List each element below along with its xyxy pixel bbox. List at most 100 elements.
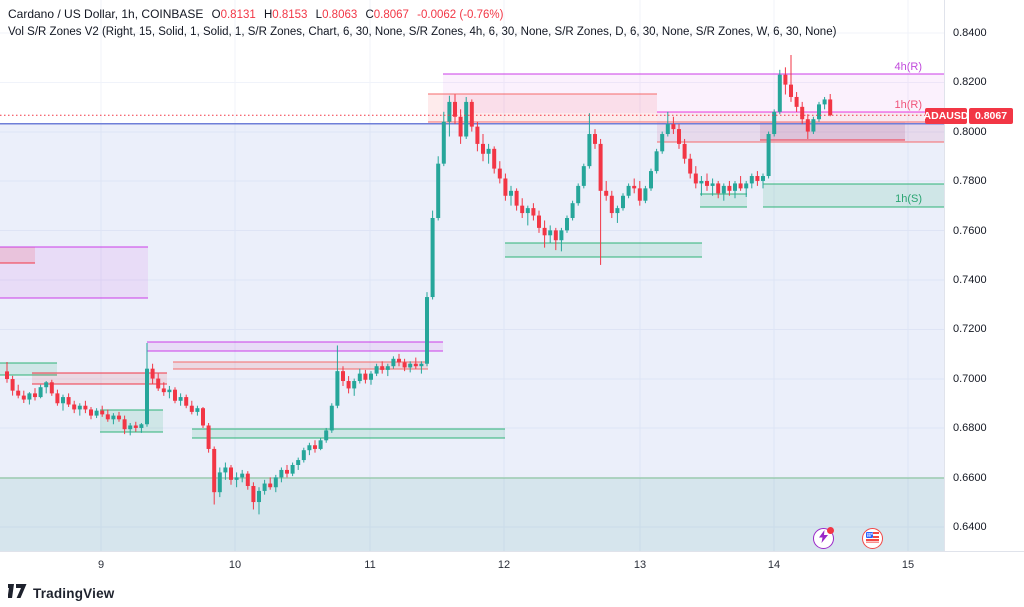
candle-body — [178, 397, 183, 401]
candle-body — [537, 215, 541, 228]
candle-body — [615, 208, 620, 214]
zone-magenta-band-mid — [147, 341, 443, 352]
candle-body — [682, 143, 687, 159]
zone-zone-1h-support — [763, 183, 944, 207]
candle-body — [301, 450, 306, 461]
lightning-icon — [818, 529, 829, 548]
candle-body — [83, 405, 88, 410]
candle-body — [61, 397, 65, 404]
candle-body — [677, 129, 681, 144]
candle-body — [609, 195, 614, 214]
candle-body — [257, 490, 261, 503]
time-tick-label: 12 — [497, 559, 511, 571]
price-axis[interactable]: 0.8400 0.8200 0.8000 0.7800 0.7600 0.7400 0.72… — [944, 0, 1024, 551]
price-tick-label: 0.7200 — [953, 323, 987, 336]
candle-body — [486, 148, 491, 154]
time-tick-label: 11 — [364, 559, 376, 571]
symbol-row[interactable]: Cardano / US Dollar, 1h, COINBASE O0.813… — [8, 6, 836, 24]
candle-body — [721, 185, 726, 194]
price-tick-label: 0.8000 — [953, 125, 987, 138]
candle-body — [44, 382, 49, 388]
candle-body — [520, 205, 525, 214]
symbol-title[interactable]: Cardano / US Dollar, 1h, COINBASE — [8, 7, 204, 21]
candle-body — [794, 96, 799, 107]
candle-body — [458, 116, 463, 137]
candle-body — [475, 126, 480, 144]
price-tick-label: 0.6400 — [953, 521, 987, 533]
candle-body — [587, 134, 592, 167]
candle-body — [352, 381, 357, 389]
candle-body — [503, 178, 508, 196]
candle-body — [139, 424, 144, 428]
last-price-badge-value: 0.8067 — [969, 108, 1013, 124]
candle-body — [341, 371, 345, 382]
candle-body — [497, 168, 502, 179]
candle-body — [688, 158, 693, 174]
candle-body — [542, 227, 547, 236]
candle-body — [329, 405, 334, 431]
candle-body — [828, 99, 833, 116]
candle-body — [419, 363, 424, 367]
open-label: O — [211, 9, 221, 21]
candle-body — [581, 166, 586, 186]
candle-body — [733, 183, 737, 191]
candle-body — [649, 171, 653, 189]
candle-body — [167, 389, 172, 393]
candle-body — [5, 371, 9, 380]
zone-support-mid — [505, 242, 702, 258]
zone-d-resistance-left — [0, 247, 35, 263]
low-label: L — [315, 9, 323, 21]
candle-body — [621, 195, 625, 209]
candle-body — [195, 408, 200, 412]
candle-body — [251, 485, 256, 503]
candle-body — [671, 124, 676, 130]
candle-body — [374, 366, 379, 374]
price-tick-label: 0.6600 — [953, 471, 987, 484]
time-tick-label: 10 — [228, 559, 242, 571]
candle-body — [206, 425, 211, 449]
candle-body — [800, 106, 805, 120]
candle-body — [408, 363, 413, 368]
candle-body — [604, 190, 609, 196]
candle-body — [21, 395, 26, 400]
candle-body — [425, 297, 429, 364]
candle-body — [385, 366, 390, 370]
candle-body — [313, 445, 317, 449]
candle-body — [94, 410, 99, 416]
candle-body — [761, 176, 765, 181]
candle-body — [643, 188, 648, 201]
candle-body — [749, 176, 754, 184]
candle-body — [593, 134, 597, 144]
time-axis[interactable]: 9 10 11 12 13 14 15 — [0, 551, 1024, 581]
candle-body — [245, 473, 250, 486]
candle-body — [49, 382, 54, 394]
high-value: 0.8153 — [272, 9, 308, 21]
candle-body — [772, 111, 777, 135]
candle-body — [447, 101, 452, 122]
candle-body — [33, 393, 37, 398]
quick-alerts-button[interactable] — [813, 527, 834, 549]
candle-body — [273, 477, 278, 488]
tradingview-logo[interactable]: TradingView — [7, 584, 115, 603]
candle-body — [240, 473, 245, 478]
high-label: H — [263, 9, 273, 21]
candlestick-chart-canvas[interactable]: 1h(S) 4h(R) 1h(R) — [0, 0, 944, 551]
candle-body — [710, 183, 715, 186]
candle-body — [111, 415, 116, 420]
candle-body — [811, 119, 816, 132]
candle-body — [654, 151, 659, 172]
candle-body — [38, 387, 43, 398]
candle-body — [509, 190, 513, 196]
brand-text: TradingView — [33, 586, 115, 601]
indicator-row[interactable]: Vol S/R Zones V2 (Right, 15, Solid, 1, S… — [8, 26, 837, 38]
tradingview-mark-icon — [7, 584, 27, 603]
economic-calendar-button[interactable] — [862, 528, 883, 549]
price-tick-label: 0.8200 — [953, 76, 987, 89]
candle-body — [453, 101, 457, 117]
candle-body — [413, 363, 418, 367]
candle-body — [565, 218, 569, 231]
zone-label-zone-4h-resistance: 4h(R) — [894, 61, 922, 73]
last-price-badge-symbol: ADAUSD — [923, 108, 969, 124]
candle-body — [464, 101, 469, 137]
candle-body — [161, 388, 166, 393]
